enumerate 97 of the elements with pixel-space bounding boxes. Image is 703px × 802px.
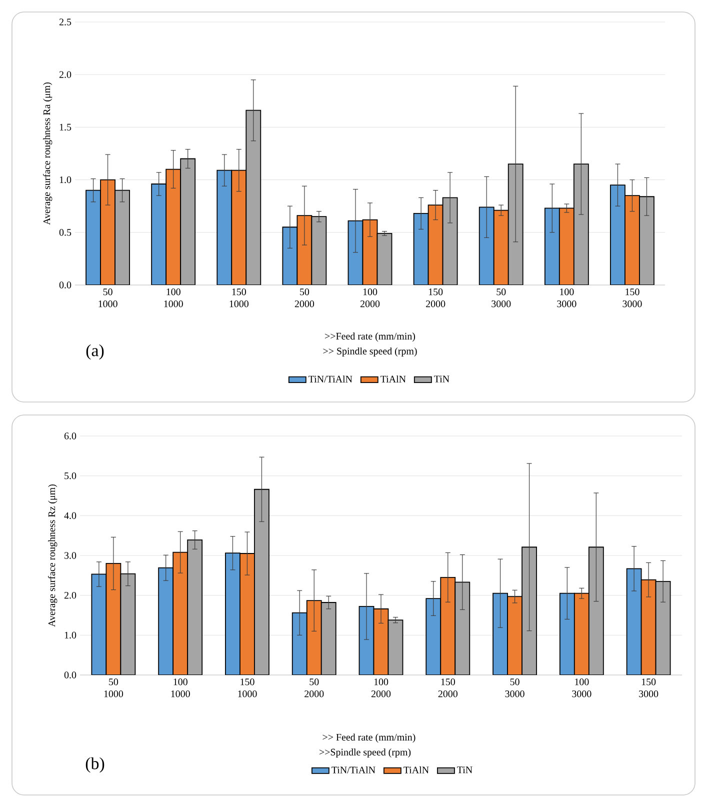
bar [655,580,671,675]
bar [180,158,196,285]
x-tick-label: 150 1000 [230,288,248,308]
bar [376,232,392,285]
y-tick-label: 2.0 [59,71,72,78]
bar [91,574,107,675]
x-tick-label: 150 3000 [622,288,642,308]
bar [240,553,255,675]
x-tick-label: 100 2000 [371,678,391,698]
bar [187,540,203,675]
bar [544,208,560,285]
x-tick-label: 150 2000 [438,678,458,698]
y-tick-label: 2.5 [59,18,72,26]
bar [493,210,509,285]
bar [639,196,654,285]
y-tick-label: 5.0 [64,472,76,480]
bar [120,573,136,675]
y-tick-label: 3.0 [64,552,76,559]
y-tick-label: 0.5 [59,229,72,236]
bar [320,602,336,675]
bar [610,184,626,285]
legend-label: TiN [457,766,472,774]
bar [216,170,232,285]
x-tick-label: 100 3000 [557,288,576,308]
bar [478,206,494,285]
x-tick-label: 100 3000 [572,678,592,698]
bar [574,592,590,675]
bar [151,184,167,285]
bar [413,213,429,285]
bar [559,592,575,675]
bar [296,215,312,285]
bar [388,620,404,675]
y-tick-label: 1.0 [60,176,72,184]
bar [428,204,444,285]
x-tick-label: 50 3000 [492,288,511,308]
bar [442,197,458,285]
y-tick-label: 1.0 [64,632,76,639]
bar [100,179,116,285]
x-tick-label: 50 3000 [505,678,524,698]
y-tick-label: 2.0 [64,592,76,599]
x-tick-label: 50 1000 [98,288,118,308]
bar [640,579,656,675]
bar [86,190,101,285]
bar [440,576,456,675]
x-tick-label: 150 2000 [426,288,446,308]
bar [172,552,188,675]
bar [306,600,322,675]
bar [492,592,508,675]
y-tick-label: 4.0 [64,512,76,520]
y-tick-label: 1.5 [60,124,72,131]
bar [254,488,270,675]
bar [624,195,640,285]
legend-label: TiAlN [404,766,429,774]
x-axis-title: >>Feed rate (mm/min) [325,332,416,342]
x-tick-label: 100 1000 [171,678,190,698]
bar [114,190,130,285]
x-tick-label: 150 3000 [639,678,658,698]
x-axis-title: >> Feed rate (mm/min) [322,734,416,743]
x-tick-label: 100 1000 [164,288,183,308]
y-axis-title: Average surface roughness Ra (μm) [43,82,52,225]
bar [558,208,574,285]
bar [358,606,374,675]
bar [454,582,470,675]
bar [373,608,389,675]
y-tick-label: 6.0 [64,432,76,440]
legend-label: TiN [434,376,450,382]
x-tick-label: 150 1000 [238,678,257,698]
bar [573,164,589,285]
bar [507,596,522,675]
y-tick-label: 0.0 [64,672,76,678]
bar [106,563,122,675]
bar [246,110,262,285]
bar [426,598,442,675]
bar [166,168,182,285]
text: >>Spindle speed (rpm) [319,748,411,758]
x-tick-label: 50 2000 [294,288,314,308]
bar [362,219,378,285]
y-tick-label: 0.0 [59,282,72,288]
bar [348,220,364,285]
text: (b) [86,757,104,773]
bar [626,568,642,675]
x-tick-label: 50 2000 [304,678,324,698]
legend-label: TiAlN [380,375,406,382]
text: (a) [86,344,104,360]
legend-label: TiN/TiAlN [308,375,352,382]
bar [225,552,240,675]
x-tick-label: 100 2000 [360,288,380,308]
bar [282,226,298,285]
y-axis-title: Average surface roughness Rz (μm) [48,484,58,627]
bar [158,567,174,675]
bar [231,170,247,285]
legend-label: TiN/TiAlN [332,766,376,774]
text: >> Spindle speed (rpm) [323,347,417,357]
bar [588,546,604,675]
bar [292,612,308,675]
x-tick-label: 50 1000 [104,678,124,698]
bar [311,216,327,285]
